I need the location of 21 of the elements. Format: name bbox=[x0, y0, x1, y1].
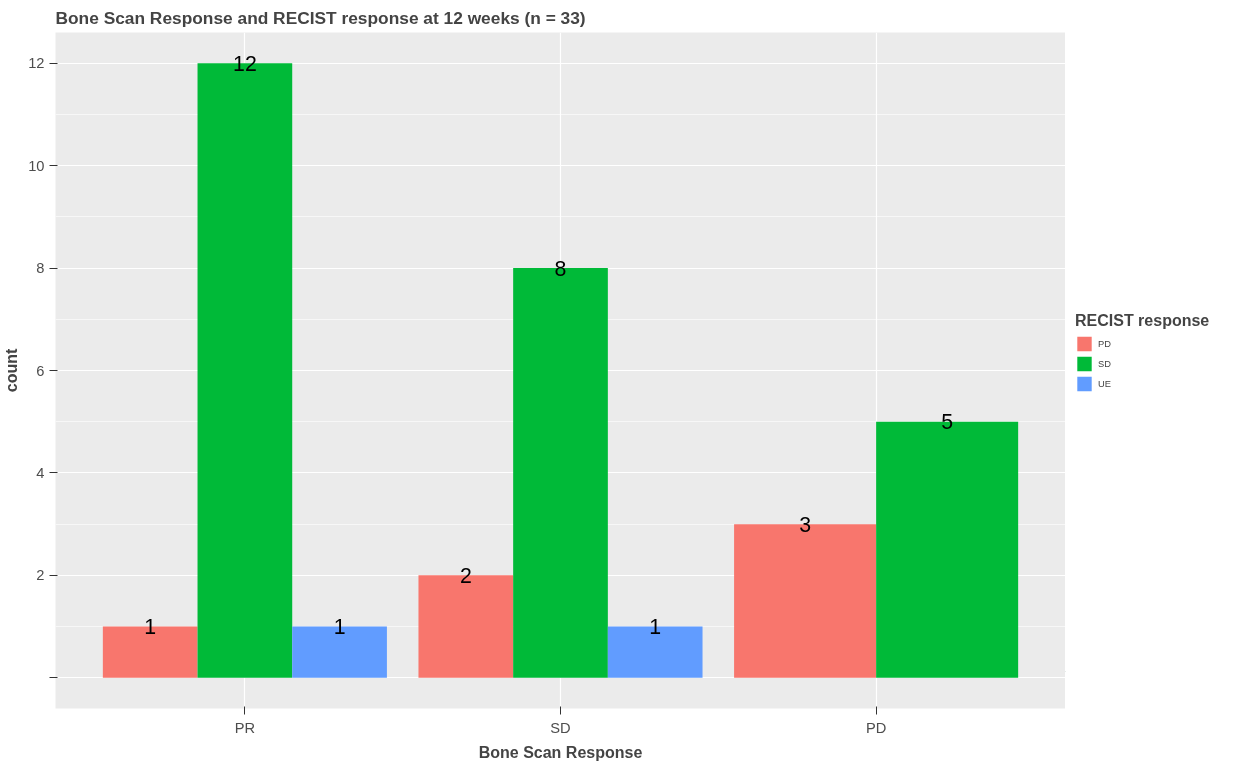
legend-label: SD bbox=[1098, 358, 1112, 368]
y-tick-label: 2 bbox=[36, 567, 45, 584]
y-tick-label: 10 bbox=[28, 157, 45, 174]
data-label: 3 bbox=[799, 512, 812, 537]
chart-title: Bone Scan Response and RECIST response at 12 weeks (n = 33) bbox=[55, 7, 586, 28]
legend-label: UE bbox=[1098, 378, 1112, 388]
y-tick-label: 6 bbox=[36, 362, 45, 379]
x-tick-label: PD bbox=[865, 719, 887, 736]
y-tick-label: 4 bbox=[36, 464, 45, 481]
data-label: 1 bbox=[144, 615, 157, 640]
y-axis-title: count bbox=[3, 348, 21, 393]
y-tick-label: 8 bbox=[36, 260, 45, 277]
data-label: 1 bbox=[333, 615, 346, 640]
data-label: 1 bbox=[649, 615, 662, 640]
y-tick-label: 12 bbox=[28, 55, 45, 72]
legend-title: RECIST response bbox=[1075, 311, 1210, 329]
data-label: 2 bbox=[459, 563, 472, 588]
x-tick-label: SD bbox=[550, 719, 571, 736]
x-axis-title: Bone Scan Response bbox=[478, 743, 643, 761]
legend-label: PD bbox=[1098, 338, 1112, 348]
x-tick-label: PR bbox=[234, 719, 256, 736]
